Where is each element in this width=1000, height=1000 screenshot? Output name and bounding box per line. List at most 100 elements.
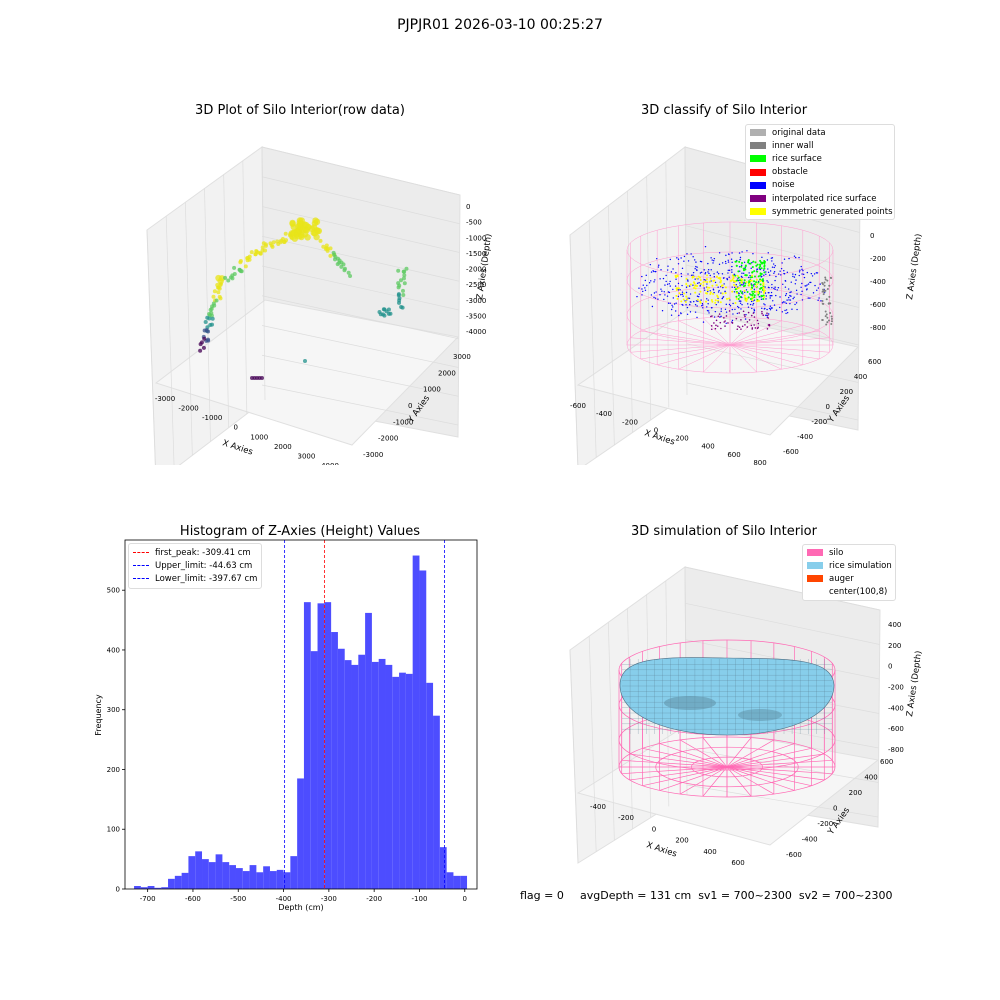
classify-point bbox=[766, 312, 768, 315]
simulation-legend-label: auger bbox=[829, 573, 854, 584]
raw-point bbox=[342, 266, 347, 271]
classify-point bbox=[781, 302, 784, 304]
classify-point bbox=[738, 260, 741, 263]
histogram-x-tick-label: 0 bbox=[463, 895, 467, 903]
classify-point bbox=[802, 269, 804, 272]
classify-point bbox=[823, 284, 826, 287]
raw-point bbox=[216, 290, 221, 295]
classify-point bbox=[649, 263, 652, 266]
classify-point bbox=[736, 312, 739, 315]
classify-point bbox=[673, 303, 676, 305]
simulation-y-tick-label: 400 bbox=[864, 774, 877, 782]
classify-point bbox=[672, 306, 674, 308]
classify-point bbox=[699, 282, 702, 285]
classify-point bbox=[754, 261, 757, 264]
classify-point bbox=[706, 283, 708, 285]
classify-point bbox=[766, 314, 769, 317]
histogram-bars bbox=[134, 555, 468, 889]
classify-point bbox=[818, 297, 820, 299]
simulation-legend-swatch bbox=[807, 562, 823, 570]
classify-point bbox=[676, 257, 678, 259]
classify-point bbox=[743, 289, 746, 292]
classify-point bbox=[712, 289, 715, 291]
classify-point bbox=[707, 262, 709, 265]
raw-x-tick-label: 4000 bbox=[321, 462, 339, 465]
raw-point bbox=[253, 252, 258, 257]
gridline bbox=[261, 265, 460, 311]
classify-point bbox=[738, 300, 741, 302]
classify-point bbox=[829, 276, 832, 279]
classify-point bbox=[770, 257, 773, 259]
classify-point bbox=[745, 314, 747, 316]
raw-point bbox=[311, 230, 318, 237]
classify-point bbox=[740, 265, 743, 268]
classify-point bbox=[756, 268, 758, 271]
classify-point bbox=[795, 302, 798, 304]
histogram-bar bbox=[385, 664, 393, 889]
histogram-bar bbox=[269, 871, 277, 889]
raw-point bbox=[212, 289, 217, 294]
classify-z-tick-label: 0 bbox=[870, 232, 874, 240]
histogram-x-tick-label: -300 bbox=[321, 895, 337, 903]
classify-point bbox=[751, 299, 754, 302]
classify-point bbox=[695, 300, 698, 302]
gridline bbox=[685, 602, 880, 645]
classify-point bbox=[744, 324, 746, 326]
classify-point bbox=[707, 303, 709, 305]
classify-point bbox=[716, 271, 719, 273]
classify-point bbox=[650, 271, 653, 273]
silo-strut bbox=[729, 344, 757, 373]
classify-point bbox=[669, 285, 671, 287]
classify-point bbox=[670, 308, 673, 311]
classify-point bbox=[682, 295, 684, 297]
classify-point bbox=[713, 322, 715, 324]
gridline bbox=[686, 784, 879, 818]
classify-point bbox=[662, 277, 665, 280]
classify-point bbox=[686, 306, 689, 309]
classify-3d-plot[interactable]: -600-400-2000200400600800-600-400-200020… bbox=[560, 125, 930, 465]
raw-point bbox=[198, 342, 203, 347]
classify-point bbox=[668, 283, 671, 285]
classify-point bbox=[763, 271, 766, 274]
simulation-legend-swatch bbox=[807, 589, 823, 596]
classify-point bbox=[824, 310, 827, 313]
classify-point bbox=[779, 270, 781, 272]
classify-point bbox=[705, 292, 708, 295]
classify-point bbox=[760, 294, 763, 297]
classify-point bbox=[732, 302, 734, 305]
classify-legend-label: interpolated rice surface bbox=[772, 193, 877, 204]
classify-point bbox=[675, 310, 677, 312]
classify-point bbox=[714, 281, 717, 284]
classify-point bbox=[653, 281, 655, 283]
classify-point bbox=[738, 312, 741, 314]
classify-point bbox=[764, 304, 766, 306]
classify-point bbox=[752, 302, 755, 305]
classify-point bbox=[753, 316, 756, 318]
classify-legend-label: original data bbox=[772, 127, 826, 138]
raw-3d-plot[interactable]: -3000-2000-100001000200030004000-3000-20… bbox=[130, 125, 500, 465]
classify-point bbox=[820, 300, 822, 302]
classify-point bbox=[723, 283, 725, 285]
classify-point bbox=[675, 272, 677, 274]
histogram-bar bbox=[453, 875, 461, 889]
flag-status: flag = 0 bbox=[520, 889, 564, 902]
raw-scatter-points bbox=[198, 217, 409, 380]
silo-strut bbox=[679, 766, 728, 795]
classify-point bbox=[659, 294, 661, 296]
classify-point bbox=[822, 293, 825, 296]
classify-point bbox=[753, 296, 756, 299]
classify-point bbox=[762, 282, 765, 285]
classify-point bbox=[757, 290, 760, 293]
simulation-3d-plot[interactable]: -400-2000200400600-600-400-2000200400600… bbox=[560, 545, 930, 875]
classify-point bbox=[764, 314, 767, 317]
classify-point bbox=[751, 265, 754, 268]
classify-point bbox=[752, 304, 754, 306]
classify-legend-swatch bbox=[750, 181, 766, 189]
classify-point bbox=[677, 287, 680, 290]
classify-point bbox=[748, 276, 750, 279]
raw-point bbox=[209, 306, 214, 311]
classify-point bbox=[678, 292, 681, 295]
histogram-chart[interactable]: -700 -600 -500 -400 -300 -200 -100 0 0 100 200 300… bbox=[85, 535, 485, 920]
classify-point bbox=[696, 295, 699, 297]
classify-point bbox=[761, 307, 763, 310]
